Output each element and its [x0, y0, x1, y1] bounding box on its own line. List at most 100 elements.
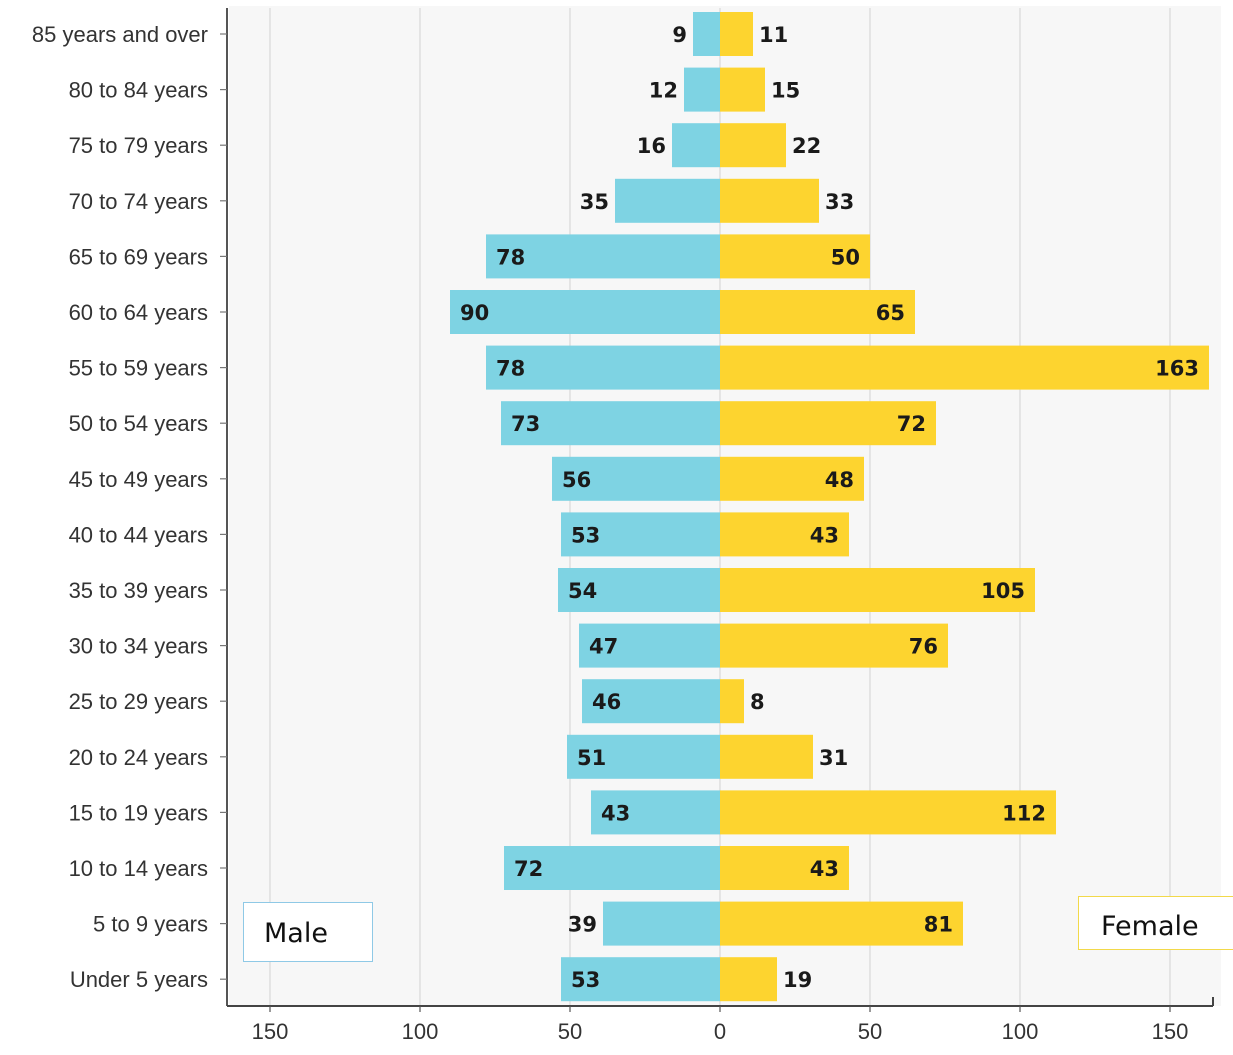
x-tick-label: 50	[558, 1019, 582, 1044]
x-tick-label: 100	[1002, 1019, 1039, 1044]
female-value-label: 15	[771, 79, 800, 103]
male-bar	[486, 234, 720, 279]
y-axis: 85 years and over 80 to 84 years 75 to 79 …	[32, 8, 228, 1006]
male-value-label: 73	[511, 412, 540, 436]
x-tick-label: 100	[402, 1019, 439, 1044]
female-value-label: 76	[909, 635, 938, 659]
female-value-label: 48	[825, 468, 854, 492]
male-value-label: 12	[649, 79, 678, 103]
male-value-label: 51	[577, 746, 606, 770]
female-bar	[720, 734, 813, 779]
male-bar	[561, 957, 720, 1002]
category-label: 70 to 74 years	[69, 189, 208, 214]
female-bar	[720, 623, 948, 668]
female-value-label: 31	[819, 746, 848, 770]
male-bar	[501, 401, 720, 446]
female-value-label: 72	[897, 412, 926, 436]
category-label: 10 to 14 years	[69, 856, 208, 881]
male-bar	[567, 734, 720, 779]
x-tick-label: 0	[714, 1019, 726, 1044]
category-label: 20 to 24 years	[69, 745, 208, 770]
male-bar	[582, 679, 720, 724]
value-labels: 9 11 12 15 16 22 35 33 78 50 90 65 78 163 73 72 56 48 53 43…	[460, 23, 1199, 992]
female-value-label: 81	[924, 913, 953, 937]
male-bar	[693, 12, 720, 56]
category-label: 65 to 69 years	[69, 244, 208, 269]
male-value-label: 72	[514, 857, 543, 881]
legend-female: Female	[1078, 896, 1233, 950]
category-label: 80 to 84 years	[69, 78, 208, 103]
category-label: 60 to 64 years	[69, 300, 208, 325]
female-bar	[720, 957, 777, 1002]
male-bar	[552, 456, 720, 501]
female-value-label: 105	[981, 579, 1025, 603]
plot-background	[229, 6, 1221, 1006]
male-bar	[615, 178, 720, 223]
female-value-label: 43	[810, 857, 839, 881]
female-bar	[720, 178, 819, 223]
male-value-label: 56	[562, 468, 591, 492]
category-label: Under 5 years	[70, 967, 208, 992]
male-bar	[579, 623, 720, 668]
x-tick-label: 150	[1152, 1019, 1189, 1044]
female-bar	[720, 123, 786, 168]
male-value-label: 46	[592, 690, 621, 714]
male-bar	[672, 123, 720, 168]
female-value-label: 43	[810, 523, 839, 547]
female-bar	[720, 234, 870, 279]
female-bar	[720, 456, 864, 501]
category-label: 55 to 59 years	[69, 356, 208, 381]
male-value-label: 16	[637, 134, 666, 158]
female-value-label: 19	[783, 968, 812, 992]
male-value-label: 39	[568, 913, 597, 937]
female-value-label: 112	[1002, 801, 1046, 825]
male-bar	[603, 901, 720, 946]
male-bars	[450, 12, 720, 1002]
female-bar	[720, 790, 1056, 835]
male-bar	[684, 67, 720, 112]
male-value-label: 43	[601, 801, 630, 825]
male-value-label: 53	[571, 968, 600, 992]
male-bar	[561, 512, 720, 557]
female-value-label: 11	[759, 23, 788, 47]
female-value-label: 33	[825, 190, 854, 214]
male-value-label: 90	[460, 301, 489, 325]
female-value-label: 8	[750, 690, 765, 714]
male-value-label: 78	[496, 245, 525, 269]
male-bar	[450, 290, 720, 334]
female-bar	[720, 512, 849, 557]
x-tick-label: 50	[858, 1019, 882, 1044]
male-bar	[504, 846, 720, 890]
female-bar	[720, 901, 963, 946]
male-bar	[558, 568, 720, 612]
category-label: 75 to 79 years	[69, 133, 208, 158]
category-label: 40 to 44 years	[69, 522, 208, 547]
male-value-label: 47	[589, 635, 618, 659]
female-value-label: 163	[1155, 357, 1199, 381]
female-bar	[720, 345, 1209, 390]
female-value-label: 22	[792, 134, 821, 158]
male-value-label: 53	[571, 523, 600, 547]
x-tick-label: 150	[252, 1019, 289, 1044]
grid-lines	[269, 8, 1171, 1006]
male-value-label: 54	[568, 579, 597, 603]
female-bar	[720, 290, 915, 334]
category-label: 15 to 19 years	[69, 800, 208, 825]
category-label: 5 to 9 years	[93, 912, 208, 937]
category-label: 35 to 39 years	[69, 578, 208, 603]
female-value-label: 65	[876, 301, 905, 325]
male-value-label: 78	[496, 357, 525, 381]
category-label: 25 to 29 years	[69, 689, 208, 714]
female-bar	[720, 401, 936, 446]
legend-male: Male	[243, 902, 373, 962]
female-bar	[720, 67, 765, 112]
male-bar	[486, 345, 720, 390]
male-value-label: 9	[672, 23, 687, 47]
category-label: 50 to 54 years	[69, 411, 208, 436]
female-bar	[720, 568, 1035, 612]
category-label: 30 to 34 years	[69, 634, 208, 659]
category-label: 45 to 49 years	[69, 467, 208, 492]
female-value-label: 50	[831, 245, 860, 269]
male-bar	[591, 790, 720, 835]
